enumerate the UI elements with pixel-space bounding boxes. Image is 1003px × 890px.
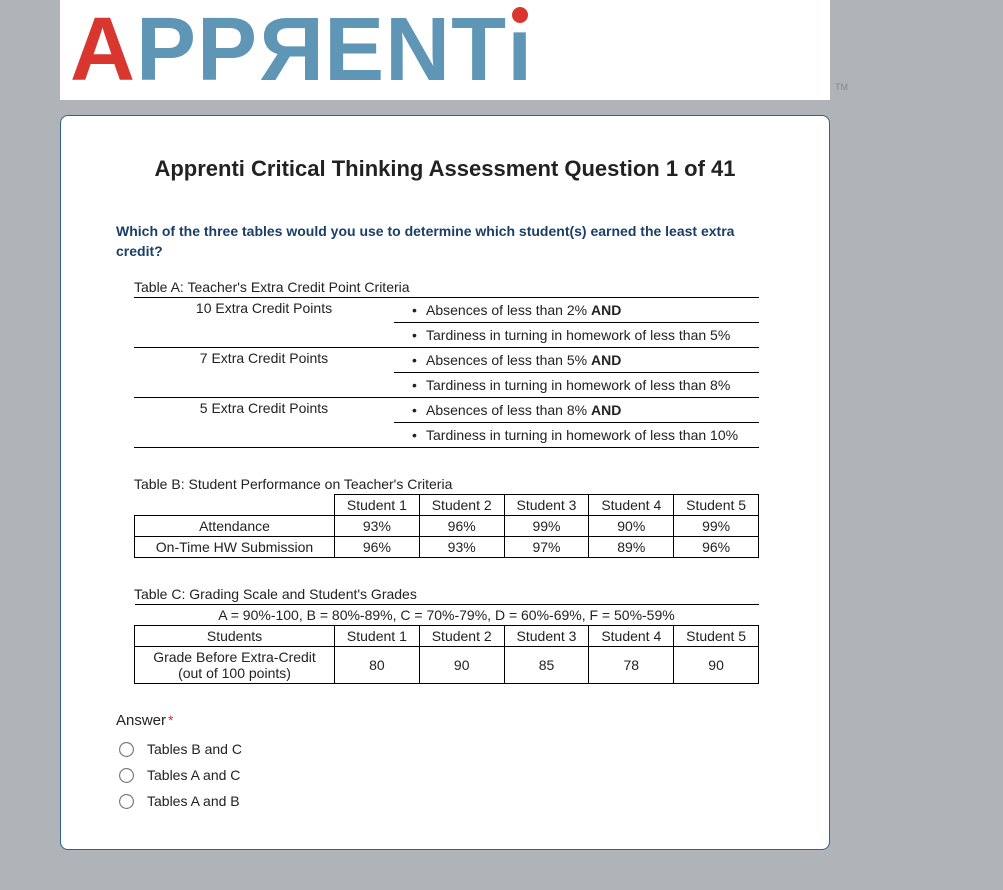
criteria-points-cell: 7 Extra Credit Points: [134, 348, 394, 398]
table-header-cell: Student 4: [589, 626, 674, 647]
page-wrap: APPRENTı TM Apprenti Critical Thinking A…: [0, 0, 1003, 890]
logo-text: APPRENTı: [70, 5, 533, 95]
grading-scale-cell: A = 90%-100, B = 80%-89%, C = 70%-79%, D…: [135, 605, 759, 626]
table-cell: 96%: [674, 537, 759, 558]
table-a-caption: Table A: Teacher's Extra Credit Point Cr…: [134, 279, 774, 295]
table-cell: 78: [589, 647, 674, 684]
table-cell: 80: [335, 647, 420, 684]
required-mark: *: [168, 712, 173, 728]
table-cell: 93%: [419, 537, 504, 558]
answer-section: Answer* Tables B and CTables A and CTabl…: [116, 712, 774, 809]
table-cell: 96%: [335, 537, 420, 558]
criteria-points-cell: 10 Extra Credit Points: [134, 298, 394, 348]
answer-option-label: Tables A and B: [147, 793, 240, 809]
table-header-cell: Student 4: [589, 495, 674, 516]
table-b-caption: Table B: Student Performance on Teacher'…: [134, 476, 774, 492]
page-title: Apprenti Critical Thinking Assessment Qu…: [116, 156, 774, 182]
table-cell: 90: [674, 647, 759, 684]
logo-i-dot: [512, 7, 528, 23]
table-header-cell: Student 3: [504, 495, 589, 516]
answer-option-label: Tables A and C: [147, 767, 240, 783]
table-header-cell: Students: [135, 626, 335, 647]
criteria-text-cell: •Absences of less than 5% AND: [394, 348, 759, 373]
logo-banner: APPRENTı TM: [60, 0, 830, 100]
table-header-cell: [135, 495, 335, 516]
table-b: Student 1Student 2Student 3Student 4Stud…: [134, 494, 759, 558]
table-cell: 90%: [589, 516, 674, 537]
table-b-section: Table B: Student Performance on Teacher'…: [134, 476, 774, 558]
table-row-label: On-Time HW Submission: [135, 537, 335, 558]
answer-radio[interactable]: [119, 742, 134, 757]
table-c-caption: Table C: Grading Scale and Student's Gra…: [134, 586, 774, 602]
table-header-cell: Student 5: [674, 626, 759, 647]
table-cell: 85: [504, 647, 589, 684]
table-c-section: Table C: Grading Scale and Student's Gra…: [134, 586, 774, 684]
criteria-text-cell: •Tardiness in turning in homework of les…: [394, 323, 759, 348]
table-header-cell: Student 1: [335, 495, 420, 516]
logo-letter: A: [70, 0, 136, 100]
criteria-text-cell: •Absences of less than 2% AND: [394, 298, 759, 323]
table-header-cell: Student 2: [419, 495, 504, 516]
table-cell: 96%: [419, 516, 504, 537]
answer-option-label: Tables B and C: [147, 741, 242, 757]
table-cell: 90: [419, 647, 504, 684]
table-a: 10 Extra Credit Points•Absences of less …: [134, 297, 759, 448]
answer-option[interactable]: Tables B and C: [120, 741, 774, 757]
table-row-label: Grade Before Extra-Credit(out of 100 poi…: [135, 647, 335, 684]
logo-letter: R: [258, 5, 324, 95]
question-text: Which of the three tables would you use …: [116, 222, 774, 261]
logo-letter: T: [451, 0, 507, 100]
table-cell: 99%: [504, 516, 589, 537]
table-header-cell: Student 3: [504, 626, 589, 647]
table-row-label: Attendance: [135, 516, 335, 537]
table-a-section: Table A: Teacher's Extra Credit Point Cr…: [134, 279, 774, 448]
table-cell: 89%: [589, 537, 674, 558]
answer-label: Answer: [116, 712, 166, 729]
answer-radio[interactable]: [119, 768, 134, 783]
criteria-text-cell: •Tardiness in turning in homework of les…: [394, 423, 759, 448]
table-c: A = 90%-100, B = 80%-89%, C = 70%-79%, D…: [134, 604, 759, 684]
answer-option[interactable]: Tables A and B: [120, 793, 774, 809]
trademark-label: TM: [835, 82, 848, 92]
question-card: Apprenti Critical Thinking Assessment Qu…: [60, 115, 830, 850]
answer-radio[interactable]: [119, 794, 134, 809]
table-cell: 99%: [674, 516, 759, 537]
table-header-cell: Student 2: [419, 626, 504, 647]
logo-letter: P: [197, 0, 258, 100]
answer-options: Tables B and C Tables A and C Tables A and…: [120, 741, 774, 809]
answer-option[interactable]: Tables A and C: [120, 767, 774, 783]
logo-letter: N: [385, 0, 451, 100]
criteria-text-cell: •Absences of less than 8% AND: [394, 398, 759, 423]
criteria-text-cell: •Tardiness in turning in homework of les…: [394, 373, 759, 398]
table-header-cell: Student 1: [335, 626, 420, 647]
criteria-points-cell: 5 Extra Credit Points: [134, 398, 394, 448]
table-cell: 97%: [504, 537, 589, 558]
logo-letter: E: [324, 0, 385, 100]
table-header-cell: Student 5: [674, 495, 759, 516]
table-cell: 93%: [335, 516, 420, 537]
logo-letter: P: [136, 0, 197, 100]
